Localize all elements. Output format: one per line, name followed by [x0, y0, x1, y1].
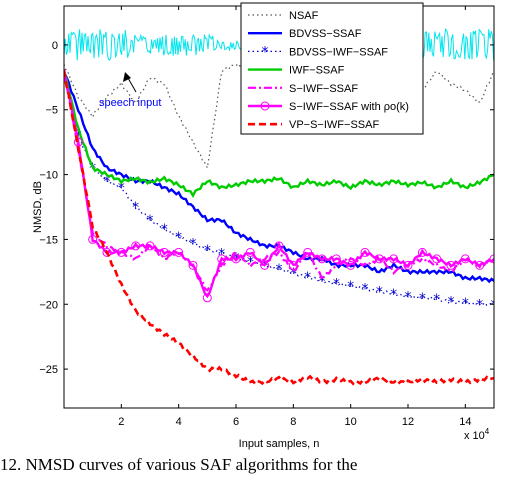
series-marker-2: *: [247, 254, 254, 270]
series-marker-5: [489, 254, 494, 264]
y-tick-label: −10: [39, 170, 58, 182]
series-marker-2: *: [433, 292, 440, 308]
speech-input-label: speech input: [99, 97, 161, 109]
series-line-4: [64, 69, 494, 292]
figure-caption: 12. NMSD curves of various SAF algorithm…: [0, 455, 358, 474]
nmsd-chart: *** **** * * * * * * * * * * * * * * * * * * * * * * * 2 4 6 8 10 12 1…: [32, 2, 498, 450]
series-marker-2: *: [405, 289, 412, 305]
series-marker-2: *: [261, 258, 268, 274]
x-axis-label: Input samples, n: [239, 438, 320, 450]
legend-marker-5: [260, 101, 270, 111]
legend-label-1: BDVSS−SSAF: [289, 28, 362, 40]
series-marker-5: [417, 247, 427, 257]
series-marker-2: *: [362, 282, 369, 298]
x-tick-label: 4: [176, 416, 182, 428]
series-marker-5: [88, 234, 98, 244]
y-tick-label: −5: [45, 105, 58, 117]
annotation-arrow-shaft: [127, 77, 137, 93]
series-marker-2: *: [175, 230, 182, 246]
series-marker-5: [245, 247, 255, 257]
series-marker-5: [360, 247, 370, 257]
y-tick-label: −25: [39, 364, 58, 376]
series-marker-5: [446, 260, 456, 270]
series-marker-5: [288, 260, 298, 270]
legend-label-2: BDVSS−IWF−SSAF: [289, 46, 388, 58]
series-line-6: [64, 70, 494, 386]
legend-label-0: NSAF: [289, 10, 319, 22]
y-tick-label: −15: [39, 234, 58, 246]
series-line-5: [64, 69, 494, 299]
series-marker-5: [102, 247, 112, 257]
series-line-2: [64, 72, 494, 307]
speech-annotation: speech input: [99, 72, 161, 109]
series-marker-2: *: [304, 270, 311, 286]
series-marker-2: *: [276, 262, 283, 278]
series-marker-5: [303, 247, 313, 257]
series-marker-2: *: [190, 236, 197, 252]
y-axis-label: NMSD, dB: [32, 181, 44, 233]
x-tick-label: 10: [345, 416, 357, 428]
y-axis-ticks: −25 −20 −15 −10 −5 0: [39, 40, 494, 376]
series-marker-2: *: [290, 266, 297, 282]
series-marker-5: [217, 254, 227, 264]
series-marker-2: *: [118, 181, 125, 197]
series-marker-5: [274, 241, 284, 251]
series-marker-5: [460, 254, 470, 264]
legend-label-6: VP−S−IWF−SSAF: [289, 119, 379, 131]
series-marker-5: [174, 247, 184, 257]
series-marker-5: [231, 254, 241, 264]
legend-label-4: S−IWF−SSAF: [289, 83, 358, 95]
series-marker-5: [116, 247, 126, 257]
series-marker-2: *: [132, 200, 139, 216]
series-marker-2: *: [390, 287, 397, 303]
series-marker-5: [131, 241, 141, 251]
series-marker-5: [159, 247, 169, 257]
legend-label-5: S−IWF−SSAF with ρo(k): [289, 101, 409, 113]
series-marker-2: *: [476, 297, 483, 313]
series-marker-2: *: [147, 213, 154, 229]
legend: NSAF BDVSS−SSAF * BDVSS−IWF−SSAF IWF−SSAF S−I…: [240, 2, 424, 135]
series-marker-5: [403, 260, 413, 270]
series-marker-2: *: [347, 279, 354, 295]
x-tick-label: 8: [290, 416, 296, 428]
series-marker-5: [145, 241, 155, 251]
x-axis-multiplier: x 104: [464, 427, 490, 442]
series-marker-2: *: [462, 296, 469, 312]
x-tick-label: 2: [118, 416, 124, 428]
series-marker-2: *: [204, 243, 211, 259]
series-marker-5: [317, 254, 327, 264]
legend-marker-2: *: [262, 44, 269, 60]
series-line-3: [64, 70, 494, 199]
series-marker-2: *: [376, 284, 383, 300]
x-axis-multiplier-base: x 10: [464, 430, 485, 442]
series-marker-5: [432, 254, 442, 264]
x-tick-label: 12: [402, 416, 414, 428]
series-marker-5: [389, 254, 399, 264]
series-marker-5: [188, 260, 198, 270]
series-marker-2: *: [104, 174, 111, 190]
series-marker-5: [331, 254, 341, 264]
series-marker-5: [346, 260, 356, 270]
series-marker-5: [475, 260, 485, 270]
series-marker-2: *: [448, 295, 455, 311]
series-marker-2: *: [319, 274, 326, 290]
y-tick-label: 0: [52, 40, 58, 52]
series-marker-5: [374, 254, 384, 264]
series-marker-2: *: [333, 277, 340, 293]
y-tick-label: −20: [39, 299, 58, 311]
x-tick-label: 6: [233, 416, 239, 428]
series-group: *** **** * * * * * * * * * * * * * * * * * * * * * * *: [64, 62, 498, 386]
series-marker-2: *: [491, 297, 498, 313]
series-marker-5: [260, 260, 270, 270]
series-marker-5: [202, 293, 212, 303]
series-marker-2: *: [161, 222, 168, 238]
x-tick-label: 14: [459, 416, 471, 428]
legend-label-3: IWF−SSAF: [289, 65, 345, 77]
x-axis-multiplier-power: 4: [485, 427, 490, 436]
series-marker-2: *: [419, 291, 426, 307]
annotation-arrow-head: [123, 72, 131, 82]
